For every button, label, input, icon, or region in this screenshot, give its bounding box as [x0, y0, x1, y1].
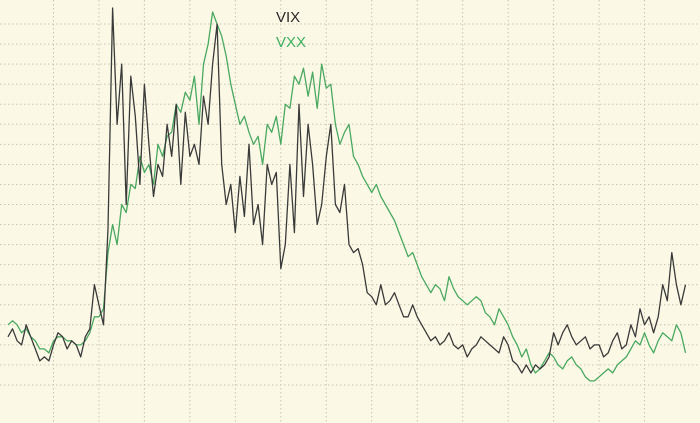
legend-entry-vxx: VXX — [276, 34, 306, 51]
series-line-vix — [7, 7, 687, 374]
legend-entry-vix: VIX — [276, 9, 300, 26]
series-line-vxx — [7, 11, 687, 382]
legend: VIX VXX — [276, 9, 306, 51]
series-lines — [7, 7, 687, 382]
